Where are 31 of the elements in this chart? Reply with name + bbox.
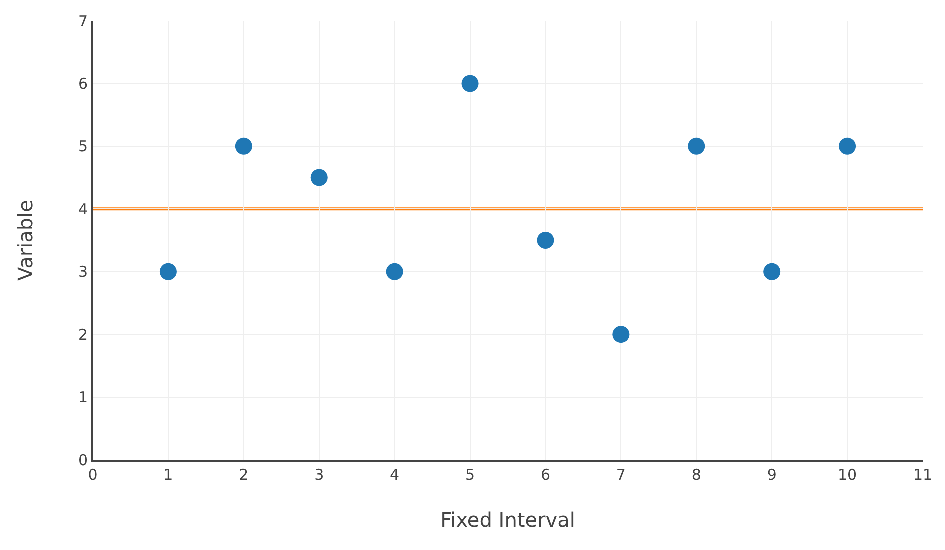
x-tick-label: 10 bbox=[838, 466, 858, 484]
point bbox=[386, 263, 404, 280]
x-tick-label: 11 bbox=[913, 466, 933, 484]
y-tick-label: 1 bbox=[78, 388, 88, 407]
y-axis-title: Variable bbox=[13, 200, 38, 281]
x-tick-label: 2 bbox=[239, 466, 249, 484]
point bbox=[839, 138, 856, 155]
y-tick-label: 4 bbox=[78, 200, 88, 218]
y-tick-label: 0 bbox=[78, 451, 88, 470]
x-tick-label: 9 bbox=[767, 466, 777, 484]
x-tick-label: 5 bbox=[465, 466, 476, 484]
y-tick-label: 6 bbox=[78, 74, 88, 93]
point bbox=[612, 326, 630, 344]
x-tick-label: 3 bbox=[314, 466, 324, 484]
point bbox=[160, 263, 177, 280]
point bbox=[462, 75, 479, 92]
x-tick-label: 4 bbox=[390, 466, 400, 484]
x-tick-label: 7 bbox=[616, 466, 626, 484]
x-axis-title: Fixed Interval bbox=[440, 508, 576, 532]
y-tick-label: 3 bbox=[78, 263, 88, 282]
x-tick-label: 8 bbox=[692, 466, 702, 484]
point bbox=[764, 263, 781, 280]
point bbox=[310, 169, 328, 186]
x-tick-label: 6 bbox=[540, 466, 551, 484]
y-tick-label: 2 bbox=[78, 326, 88, 344]
point bbox=[537, 232, 554, 249]
x-tick-label: 1 bbox=[164, 466, 174, 484]
y-tick-label: 7 bbox=[78, 12, 88, 30]
point bbox=[235, 138, 252, 155]
point bbox=[688, 138, 706, 155]
y-tick-label: 5 bbox=[78, 138, 88, 156]
